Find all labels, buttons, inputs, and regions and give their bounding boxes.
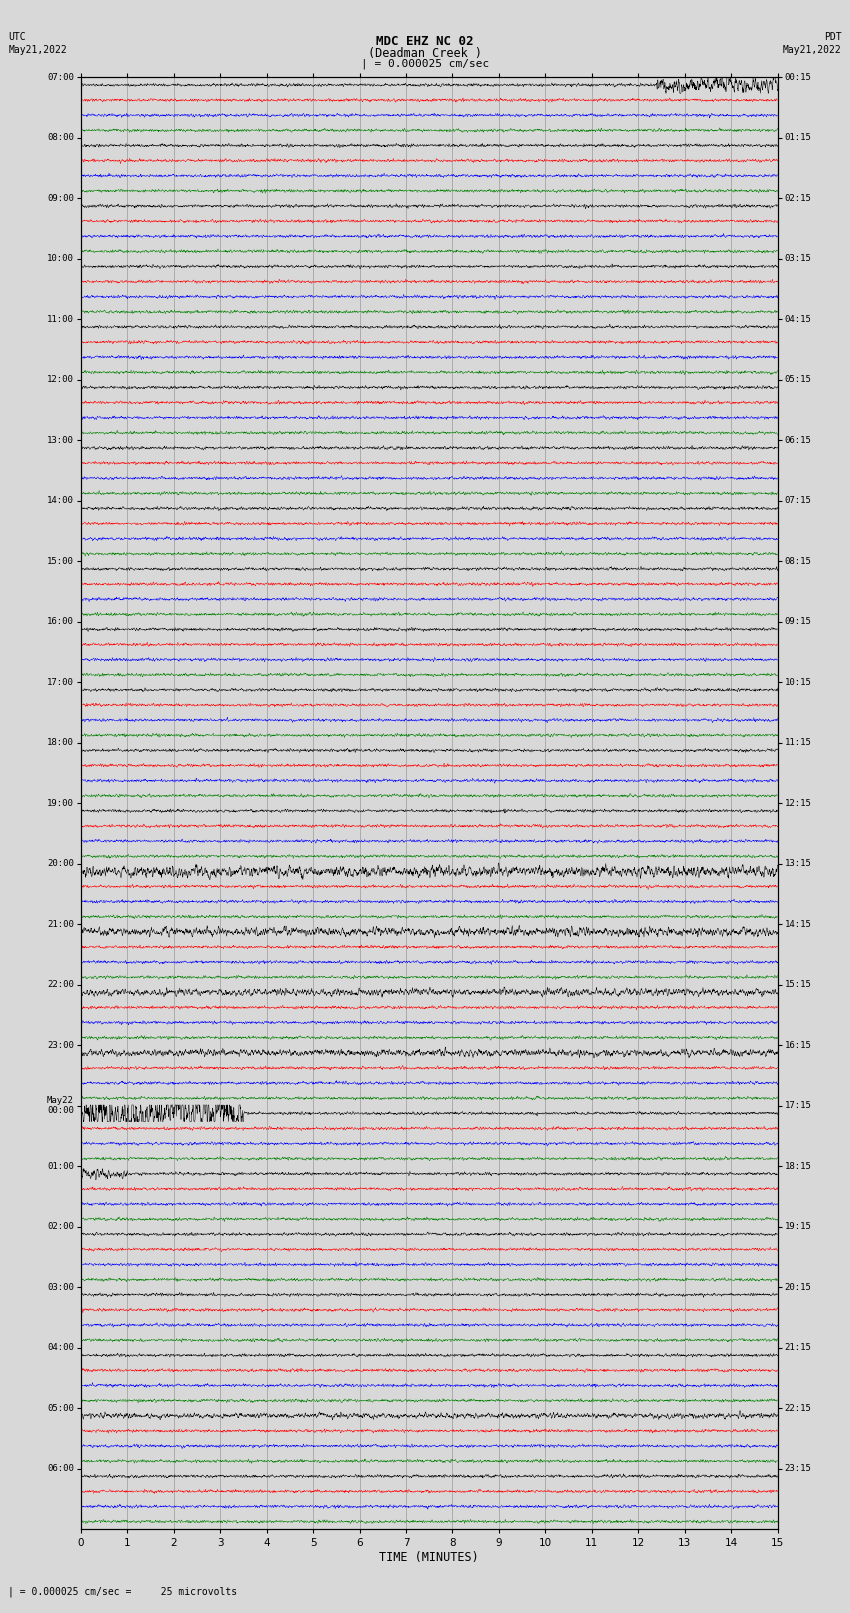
Text: MDC EHZ NC 02: MDC EHZ NC 02 [377, 35, 473, 48]
Text: PDT: PDT [824, 32, 842, 42]
Text: | = 0.000025 cm/sec: | = 0.000025 cm/sec [361, 58, 489, 69]
Text: May21,2022: May21,2022 [783, 45, 842, 55]
Text: May21,2022: May21,2022 [8, 45, 67, 55]
Text: UTC: UTC [8, 32, 26, 42]
X-axis label: TIME (MINUTES): TIME (MINUTES) [379, 1552, 479, 1565]
Text: (Deadman Creek ): (Deadman Creek ) [368, 47, 482, 60]
Text: | = 0.000025 cm/sec =     25 microvolts: | = 0.000025 cm/sec = 25 microvolts [8, 1586, 238, 1597]
